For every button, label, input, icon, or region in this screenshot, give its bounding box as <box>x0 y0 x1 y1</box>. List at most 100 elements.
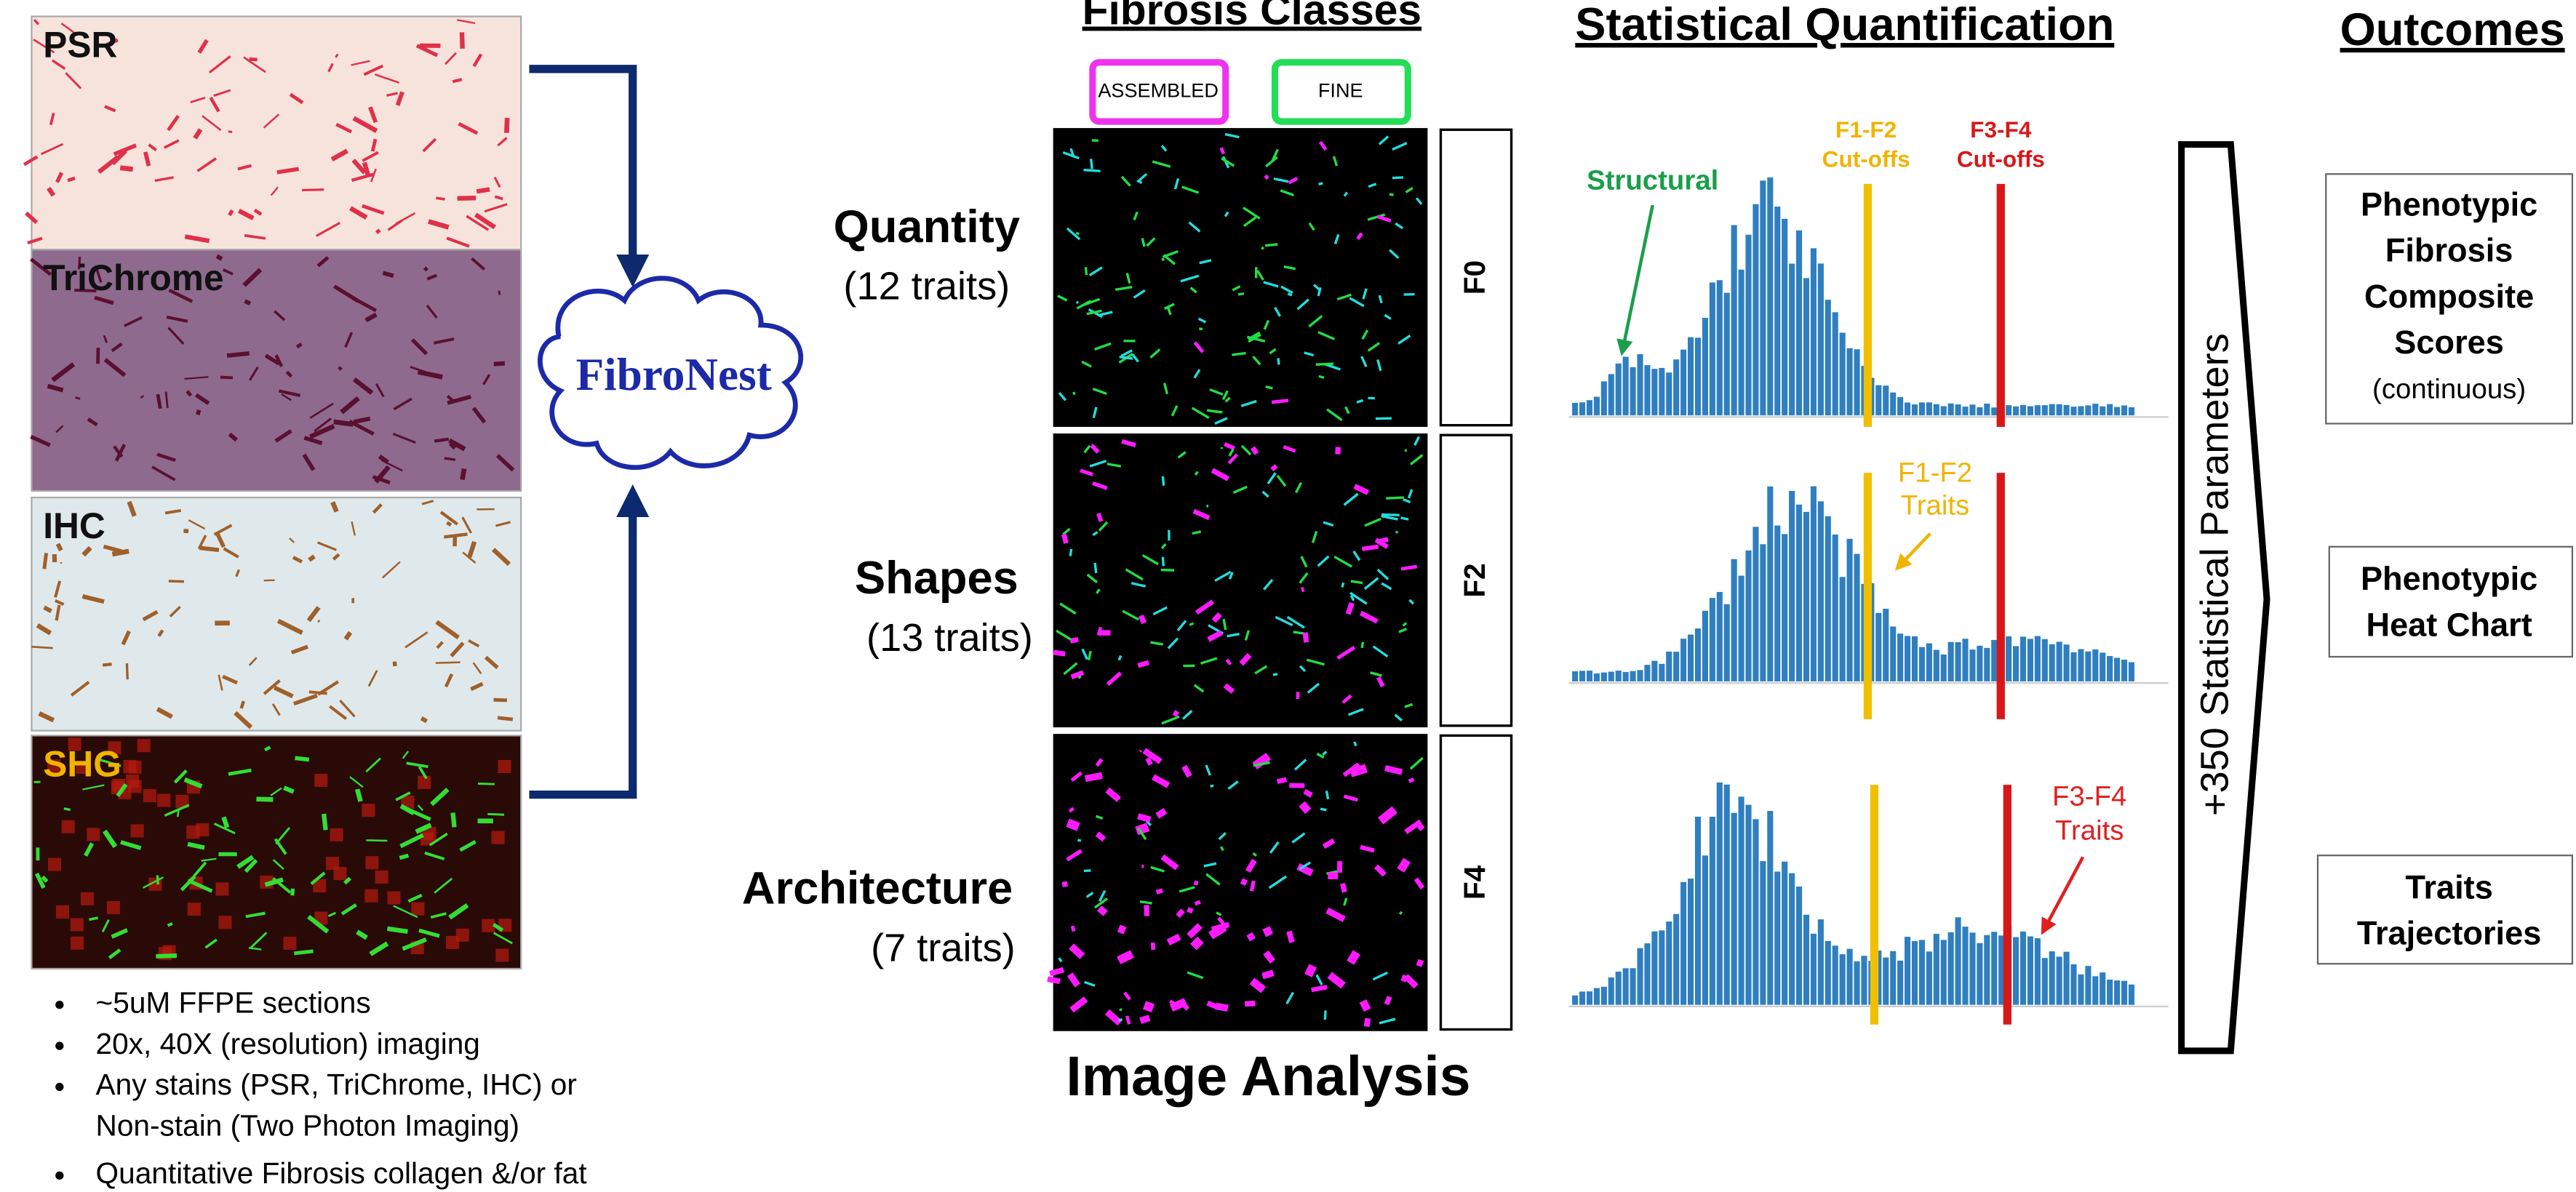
trait-group: Quantity <box>834 201 1020 252</box>
texture <box>492 831 505 844</box>
hist-bar <box>1803 512 1809 681</box>
hist-bar <box>2049 404 2055 416</box>
stage-label: F4 <box>1458 865 1491 900</box>
texture <box>1305 633 1307 643</box>
hist-bar <box>1919 647 1925 681</box>
hist-bar <box>1847 348 1853 415</box>
hist-bar <box>1782 862 1787 1005</box>
texture <box>462 469 464 480</box>
hist-bar <box>1919 402 1925 415</box>
texture <box>71 918 84 931</box>
stain-label: SHG <box>43 743 121 784</box>
texture <box>1243 879 1245 884</box>
hist-bar <box>1847 949 1853 1005</box>
texture <box>444 458 455 460</box>
texture <box>1157 811 1165 816</box>
hist-bar <box>1688 635 1694 681</box>
texture <box>1381 514 1400 515</box>
hist-bar <box>2100 972 2105 1005</box>
hist-bar <box>1905 402 1910 415</box>
annotation: F1-F2 <box>1898 457 1972 489</box>
hist-bar <box>1905 937 1910 1005</box>
hist-bar <box>1796 887 1802 1005</box>
hist-bar <box>1745 805 1751 1005</box>
hist-bar <box>1912 941 1918 1005</box>
hist-bar <box>2121 981 2127 1005</box>
texture <box>302 190 324 191</box>
hist-bar <box>1659 368 1664 415</box>
hist-bar <box>1926 402 1932 415</box>
texture <box>1249 934 1253 940</box>
hist-bar <box>1934 934 1939 1005</box>
hist-bar <box>1731 813 1737 1005</box>
texture <box>294 951 313 953</box>
texture <box>168 924 172 926</box>
hist-bar <box>1897 633 1903 681</box>
hist-bar <box>1644 365 1650 415</box>
texture <box>68 178 75 180</box>
bullet <box>55 1172 63 1180</box>
hist-bar <box>1702 611 1708 681</box>
hist-bar <box>1883 609 1889 681</box>
texture <box>1396 532 1397 533</box>
texture <box>411 903 424 916</box>
texture <box>418 776 431 789</box>
texture <box>1161 570 1174 571</box>
hist-bar <box>2049 951 2055 1005</box>
annotation: Traits <box>1901 490 1969 521</box>
hist-bar <box>1601 987 1607 1005</box>
hist-bar <box>1803 915 1809 1005</box>
hist-bar <box>1969 404 1975 415</box>
texture <box>229 210 232 215</box>
texture <box>1289 932 1292 943</box>
hist-bar <box>1579 402 1585 415</box>
texture <box>387 891 400 904</box>
hist-bar <box>1811 248 1817 415</box>
hist-bar <box>1745 235 1751 415</box>
texture <box>1119 954 1133 961</box>
texture <box>499 291 500 295</box>
class-label: ASSEMBLED <box>1098 79 1219 102</box>
section-title: Outcomes <box>2340 4 2565 55</box>
texture <box>476 189 490 191</box>
texture <box>1141 615 1144 623</box>
hist-bar <box>1695 628 1701 681</box>
hist-bar <box>2057 956 2062 1004</box>
hist-bar <box>1673 359 1679 415</box>
texture <box>292 889 293 895</box>
outcome-text: Scores <box>2394 324 2504 361</box>
texture <box>453 813 455 828</box>
texture <box>87 828 100 841</box>
section-title: Image Analysis <box>1066 1046 1470 1108</box>
hist-bar <box>2070 652 2076 681</box>
hist-bar <box>2064 644 2070 681</box>
annotation: Structural <box>1587 165 1718 196</box>
texture <box>1288 294 1292 295</box>
texture <box>330 828 343 841</box>
hist-bar <box>1948 404 1954 415</box>
hist-bar <box>1977 646 1982 681</box>
hist-bar <box>2070 964 2076 1005</box>
annotation-arrow <box>2045 857 2083 927</box>
hub-label: FibroNest <box>576 349 772 400</box>
hist-bar <box>1572 996 1578 1005</box>
figure: PSRTriChromeIHCSHGFibroNest~5uM FFPE sec… <box>0 0 2576 1192</box>
hist-bar <box>1666 372 1672 415</box>
hist-bar <box>2020 405 2026 415</box>
hist-bar <box>1955 642 1961 681</box>
hist-bar <box>1616 671 1622 681</box>
trait-group: Shapes <box>855 553 1018 604</box>
texture <box>123 760 136 773</box>
texture <box>1159 889 1160 894</box>
hist-bar <box>1941 655 1947 681</box>
hist-bar <box>1840 954 1846 1005</box>
hist-bar <box>1767 811 1773 1005</box>
hist-bar <box>1587 671 1592 681</box>
hist-bar <box>1789 873 1795 1005</box>
texture <box>448 522 450 525</box>
hist-bar <box>1724 293 1730 416</box>
annotation: F1-F2 <box>1835 116 1897 143</box>
texture <box>1216 1006 1228 1008</box>
hist-bar <box>2107 404 2113 416</box>
texture <box>1138 663 1149 665</box>
